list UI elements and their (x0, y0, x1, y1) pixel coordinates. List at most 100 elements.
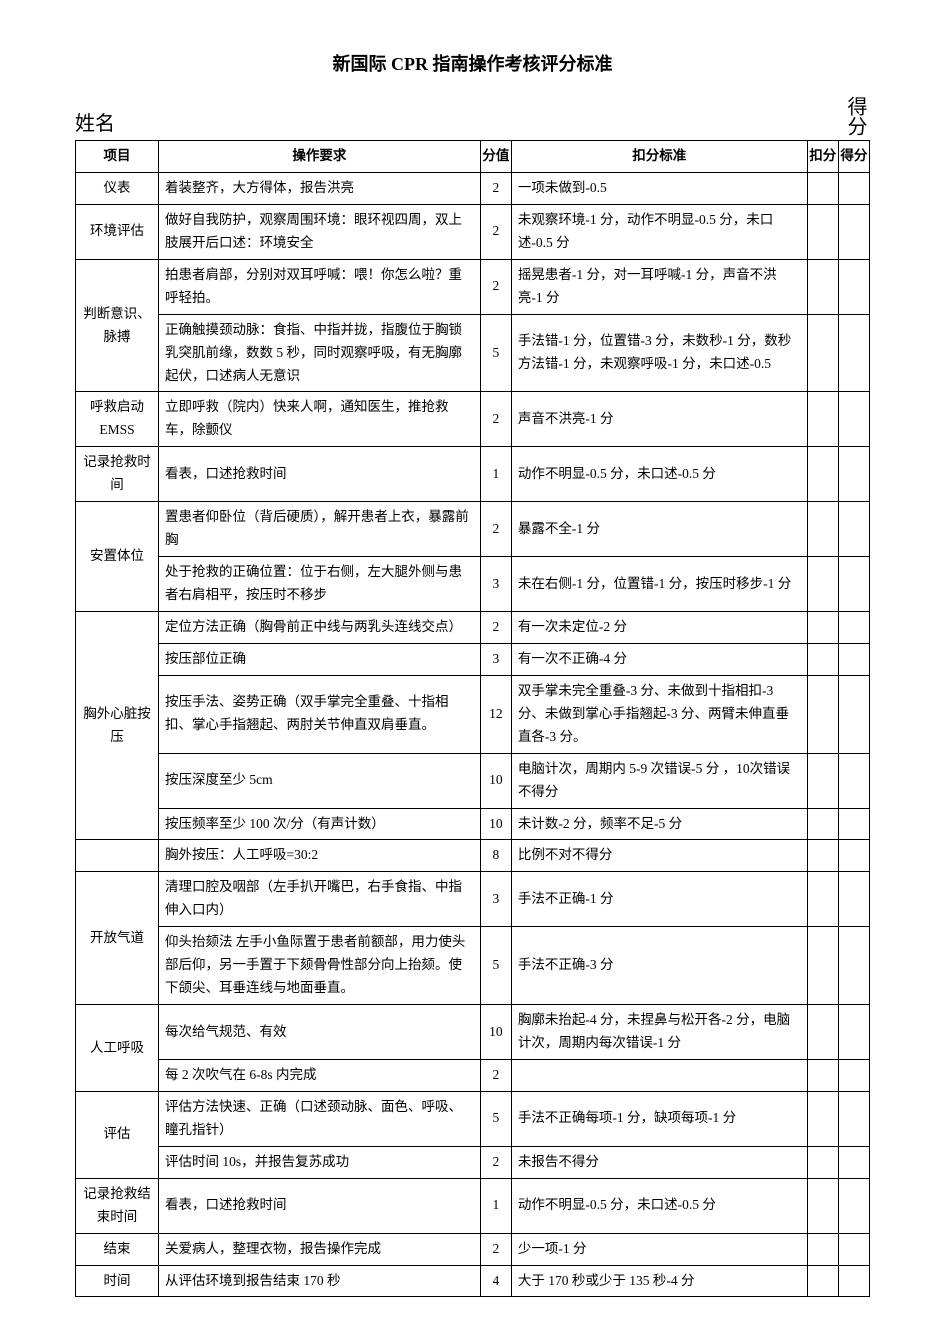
cell-requirement: 按压频率至少 100 次/分（有声计数） (159, 808, 481, 840)
cell-got (838, 643, 869, 675)
cell-requirement: 置患者仰卧位（背后硬质），解开患者上衣，暴露前胸 (159, 502, 481, 557)
cell-item: 人工呼吸 (76, 1005, 159, 1092)
cell-deduct (807, 1005, 838, 1060)
header-item: 项目 (76, 141, 159, 173)
cell-deduct-standard: 比例不对不得分 (511, 840, 807, 872)
cell-got (838, 753, 869, 808)
cell-got (838, 872, 869, 927)
cell-got (838, 1178, 869, 1233)
cell-requirement: 拍患者肩部，分别对双耳呼喊：喂！你怎么啦？重呼轻拍。 (159, 259, 481, 314)
cell-requirement: 仰头抬颏法 左手小鱼际置于患者前额部，用力使头部后仰，另一手置于下颏骨骨性部分向… (159, 927, 481, 1005)
header-deduct-std: 扣分标准 (511, 141, 807, 173)
cell-requirement: 看表，口述抢救时间 (159, 447, 481, 502)
table-row: 每 2 次吹气在 6-8s 内完成2 (76, 1059, 870, 1091)
table-row: 评估评估方法快速、正确（口述颈动脉、面色、呼吸、瞳孔指针）5手法不正确每项-1 … (76, 1091, 870, 1146)
cell-got (838, 840, 869, 872)
cell-deduct (807, 172, 838, 204)
cell-requirement: 按压部位正确 (159, 643, 481, 675)
table-row: 胸外心脏按压定位方法正确（胸骨前正中线与两乳头连线交点）2有一次未定位-2 分 (76, 611, 870, 643)
scoring-table: 项目 操作要求 分值 扣分标准 扣分 得分 仪表着装整齐，大方得体，报告洪亮2一… (75, 140, 870, 1297)
cell-score: 2 (480, 611, 511, 643)
cell-requirement: 评估时间 10s，并报告复苏成功 (159, 1146, 481, 1178)
cell-deduct (807, 675, 838, 753)
cell-requirement: 评估方法快速、正确（口述颈动脉、面色、呼吸、瞳孔指针） (159, 1091, 481, 1146)
cell-deduct (807, 808, 838, 840)
cell-requirement: 定位方法正确（胸骨前正中线与两乳头连线交点） (159, 611, 481, 643)
table-row: 环境评估做好自我防护，观察周围环境：眼环视四周，双上肢展开后口述：环境安全2未观… (76, 204, 870, 259)
cell-deduct (807, 840, 838, 872)
table-row: 处于抢救的正确位置：位于右侧，左大腿外侧与患者右肩相平，按压时不移步3未在右侧-… (76, 557, 870, 612)
cell-score: 2 (480, 204, 511, 259)
cell-score: 8 (480, 840, 511, 872)
cell-score: 5 (480, 927, 511, 1005)
cell-deduct-standard: 有一次未定位-2 分 (511, 611, 807, 643)
cell-got (838, 502, 869, 557)
cell-score: 1 (480, 447, 511, 502)
cell-deduct (807, 314, 838, 392)
cell-score: 4 (480, 1265, 511, 1297)
cell-deduct (807, 204, 838, 259)
cell-got (838, 675, 869, 753)
cell-score: 2 (480, 392, 511, 447)
cell-deduct (807, 1091, 838, 1146)
cell-got (838, 204, 869, 259)
cell-deduct-standard: 声音不洪亮-1 分 (511, 392, 807, 447)
name-label: 姓名 (75, 107, 115, 136)
cell-deduct-standard: 手法不正确-1 分 (511, 872, 807, 927)
cell-score: 2 (480, 172, 511, 204)
table-row: 记录抢救时间看表，口述抢救时间1动作不明显-0.5 分，未口述-0.5 分 (76, 447, 870, 502)
cell-deduct (807, 872, 838, 927)
cell-requirement: 按压深度至少 5cm (159, 753, 481, 808)
cell-got (838, 314, 869, 392)
cell-deduct (807, 643, 838, 675)
cell-deduct-standard: 电脑计次，周期内 5-9 次错误-5 分 ，10次错误不得分 (511, 753, 807, 808)
cell-deduct (807, 392, 838, 447)
table-row: 仪表着装整齐，大方得体，报告洪亮2一项未做到-0.5 (76, 172, 870, 204)
cell-deduct-standard: 一项未做到-0.5 (511, 172, 807, 204)
table-row: 时间从评估环境到报告结束 170 秒4大于 170 秒或少于 135 秒-4 分 (76, 1265, 870, 1297)
table-row: 安置体位置患者仰卧位（背后硬质），解开患者上衣，暴露前胸2暴露不全-1 分 (76, 502, 870, 557)
table-row: 按压部位正确3有一次不正确-4 分 (76, 643, 870, 675)
cell-score: 2 (480, 259, 511, 314)
cell-deduct (807, 557, 838, 612)
cell-got (838, 392, 869, 447)
cell-requirement: 清理口腔及咽部（左手扒开嘴巴，右手食指、中指伸入口内） (159, 872, 481, 927)
cell-score: 12 (480, 675, 511, 753)
cell-deduct (807, 1233, 838, 1265)
cell-deduct (807, 502, 838, 557)
cell-deduct (807, 447, 838, 502)
cell-deduct-standard: 有一次不正确-4 分 (511, 643, 807, 675)
table-row: 胸外按压：人工呼吸=30:28比例不对不得分 (76, 840, 870, 872)
cell-deduct (807, 927, 838, 1005)
cell-score: 3 (480, 643, 511, 675)
cell-item (76, 840, 159, 872)
cell-requirement: 正确触摸颈动脉：食指、中指并拢，指腹位于胸锁乳突肌前缘，数数 5 秒，同时观察呼… (159, 314, 481, 392)
cell-requirement: 每 2 次吹气在 6-8s 内完成 (159, 1059, 481, 1091)
cell-deduct-standard: 动作不明显-0.5 分，未口述-0.5 分 (511, 1178, 807, 1233)
cell-score: 10 (480, 753, 511, 808)
cell-deduct-standard: 暴露不全-1 分 (511, 502, 807, 557)
cell-item: 评估 (76, 1091, 159, 1178)
cell-deduct-standard: 未观察环境-1 分，动作不明显-0.5 分，未口述-0.5 分 (511, 204, 807, 259)
header-got: 得分 (838, 141, 869, 173)
cell-deduct-standard: 手法不正确每项-1 分，缺项每项-1 分 (511, 1091, 807, 1146)
cell-got (838, 927, 869, 1005)
table-row: 记录抢救结束时间看表，口述抢救时间1动作不明显-0.5 分，未口述-0.5 分 (76, 1178, 870, 1233)
cell-item: 环境评估 (76, 204, 159, 259)
cell-requirement: 胸外按压：人工呼吸=30:2 (159, 840, 481, 872)
cell-deduct (807, 1265, 838, 1297)
table-row: 结束关爱病人，整理衣物，报告操作完成2少一项-1 分 (76, 1233, 870, 1265)
cell-got (838, 1265, 869, 1297)
cell-deduct-standard: 未在右侧-1 分，位置错-1 分，按压时移步-1 分 (511, 557, 807, 612)
table-row: 正确触摸颈动脉：食指、中指并拢，指腹位于胸锁乳突肌前缘，数数 5 秒，同时观察呼… (76, 314, 870, 392)
table-row: 按压手法、姿势正确（双手掌完全重叠、十指相扣、掌心手指翘起、两肘关节伸直双肩垂直… (76, 675, 870, 753)
cell-got (838, 259, 869, 314)
cell-got (838, 808, 869, 840)
cell-requirement: 从评估环境到报告结束 170 秒 (159, 1265, 481, 1297)
cell-score: 5 (480, 314, 511, 392)
cell-item: 开放气道 (76, 872, 159, 1005)
cell-score: 2 (480, 1233, 511, 1265)
table-body: 仪表着装整齐，大方得体，报告洪亮2一项未做到-0.5环境评估做好自我防护，观察周… (76, 172, 870, 1297)
header-requirement: 操作要求 (159, 141, 481, 173)
cell-requirement: 立即呼救（院内）快来人啊，通知医生，推抢救车，除颤仪 (159, 392, 481, 447)
